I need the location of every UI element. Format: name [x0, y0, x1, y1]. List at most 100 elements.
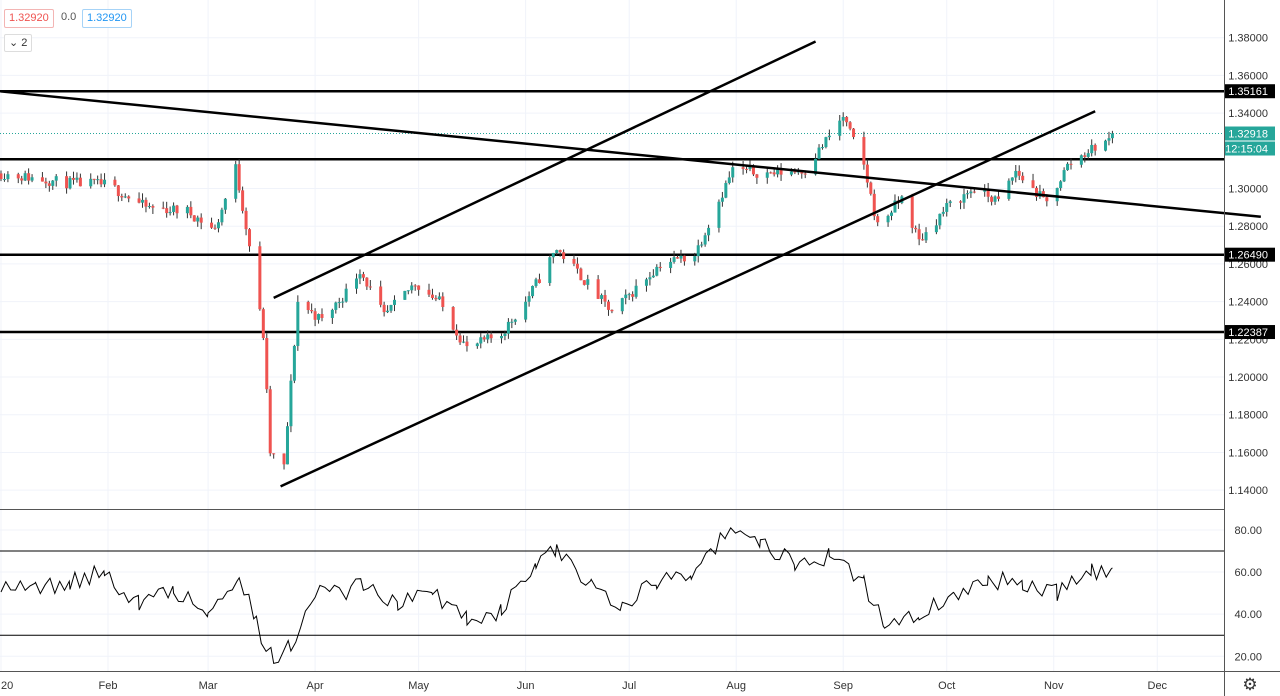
x-tick-label: Feb	[99, 680, 118, 692]
candle	[289, 374, 293, 433]
candle-body	[137, 198, 141, 203]
candle	[531, 285, 535, 299]
candle-body	[679, 255, 683, 259]
candle-body	[44, 181, 48, 184]
indicator-toggle-button[interactable]: ⌄ 2	[4, 34, 33, 52]
candle	[486, 330, 490, 344]
candle-body	[700, 244, 704, 246]
y-tick-label: 1.16000	[1228, 447, 1268, 459]
candle-body	[624, 294, 628, 299]
candle-body	[365, 277, 369, 287]
candle	[845, 116, 849, 127]
candle	[1014, 165, 1018, 183]
y-tick-label: 1.26000	[1228, 259, 1268, 271]
candle-body	[610, 309, 614, 312]
candle	[765, 167, 769, 184]
candle	[917, 223, 921, 246]
candle-body	[313, 311, 317, 320]
candle-body	[65, 176, 69, 189]
candle	[534, 277, 538, 288]
candle-body	[220, 209, 224, 223]
candle	[997, 190, 1001, 202]
candle-body	[392, 299, 396, 305]
candle	[330, 308, 334, 324]
candle	[624, 289, 628, 305]
candle-body	[658, 266, 662, 268]
candle-body	[748, 166, 752, 170]
candlestick-series	[0, 112, 1114, 470]
candle-body	[1021, 175, 1025, 181]
candle-body	[620, 298, 624, 312]
candle-body	[548, 257, 552, 284]
candle	[23, 170, 27, 182]
candle	[606, 299, 610, 316]
candle	[248, 228, 252, 252]
candle-body	[403, 290, 407, 300]
candle-body	[78, 177, 82, 187]
candle	[644, 277, 648, 292]
candle-body	[1069, 163, 1073, 165]
candle	[89, 173, 93, 189]
candle	[741, 160, 745, 175]
candle-body	[47, 183, 51, 186]
candle	[392, 295, 396, 312]
candle-body	[71, 177, 75, 180]
candle	[78, 173, 82, 187]
candle-body	[921, 239, 925, 241]
candle	[189, 201, 193, 219]
candle-body	[210, 222, 214, 228]
candle-body	[886, 215, 890, 223]
candle	[838, 114, 842, 141]
y-tick-label: 1.14000	[1228, 485, 1268, 497]
candle-body	[586, 279, 590, 285]
y-tick-label: 1.20000	[1228, 372, 1268, 384]
candle	[482, 335, 486, 342]
candle	[1079, 154, 1083, 168]
candle	[0, 170, 3, 182]
candle	[47, 180, 51, 192]
rsi-line	[0, 527, 1113, 665]
candle	[1066, 162, 1070, 171]
candle-body	[817, 147, 821, 159]
candle	[658, 262, 662, 272]
candle-body	[648, 277, 652, 280]
candle	[603, 289, 607, 307]
candle-body	[282, 453, 286, 465]
candle	[99, 173, 103, 188]
trend-line	[0, 90, 1261, 219]
candle-body	[285, 426, 289, 465]
candle	[1107, 131, 1111, 146]
candle	[382, 301, 386, 317]
candle-body	[962, 194, 966, 203]
candle-body	[116, 185, 120, 197]
candle	[437, 292, 441, 301]
candle	[406, 290, 410, 295]
candle-body	[189, 206, 193, 216]
candle	[361, 271, 365, 282]
candle	[210, 217, 214, 229]
candle	[676, 255, 680, 259]
candle-body	[959, 201, 963, 203]
candle	[120, 193, 124, 202]
candle-body	[223, 198, 227, 210]
candle-body	[437, 296, 441, 300]
candle-body	[845, 116, 849, 123]
level-price-label: 1.26490	[1228, 250, 1268, 262]
candle	[451, 306, 455, 331]
candle	[462, 335, 466, 344]
candle-body	[772, 172, 776, 175]
candle	[1017, 165, 1021, 180]
candle-body	[489, 334, 493, 339]
candle-body	[92, 178, 96, 180]
candle-body	[703, 235, 707, 245]
candle-body	[168, 211, 172, 214]
candle	[869, 181, 873, 196]
candle-body	[693, 256, 697, 262]
candle-body	[417, 285, 421, 290]
gear-icon[interactable]: ⚙	[1242, 675, 1258, 694]
candle-body	[1086, 153, 1090, 157]
candle-body	[672, 257, 676, 262]
candle	[610, 309, 614, 314]
candle-body	[123, 196, 127, 198]
